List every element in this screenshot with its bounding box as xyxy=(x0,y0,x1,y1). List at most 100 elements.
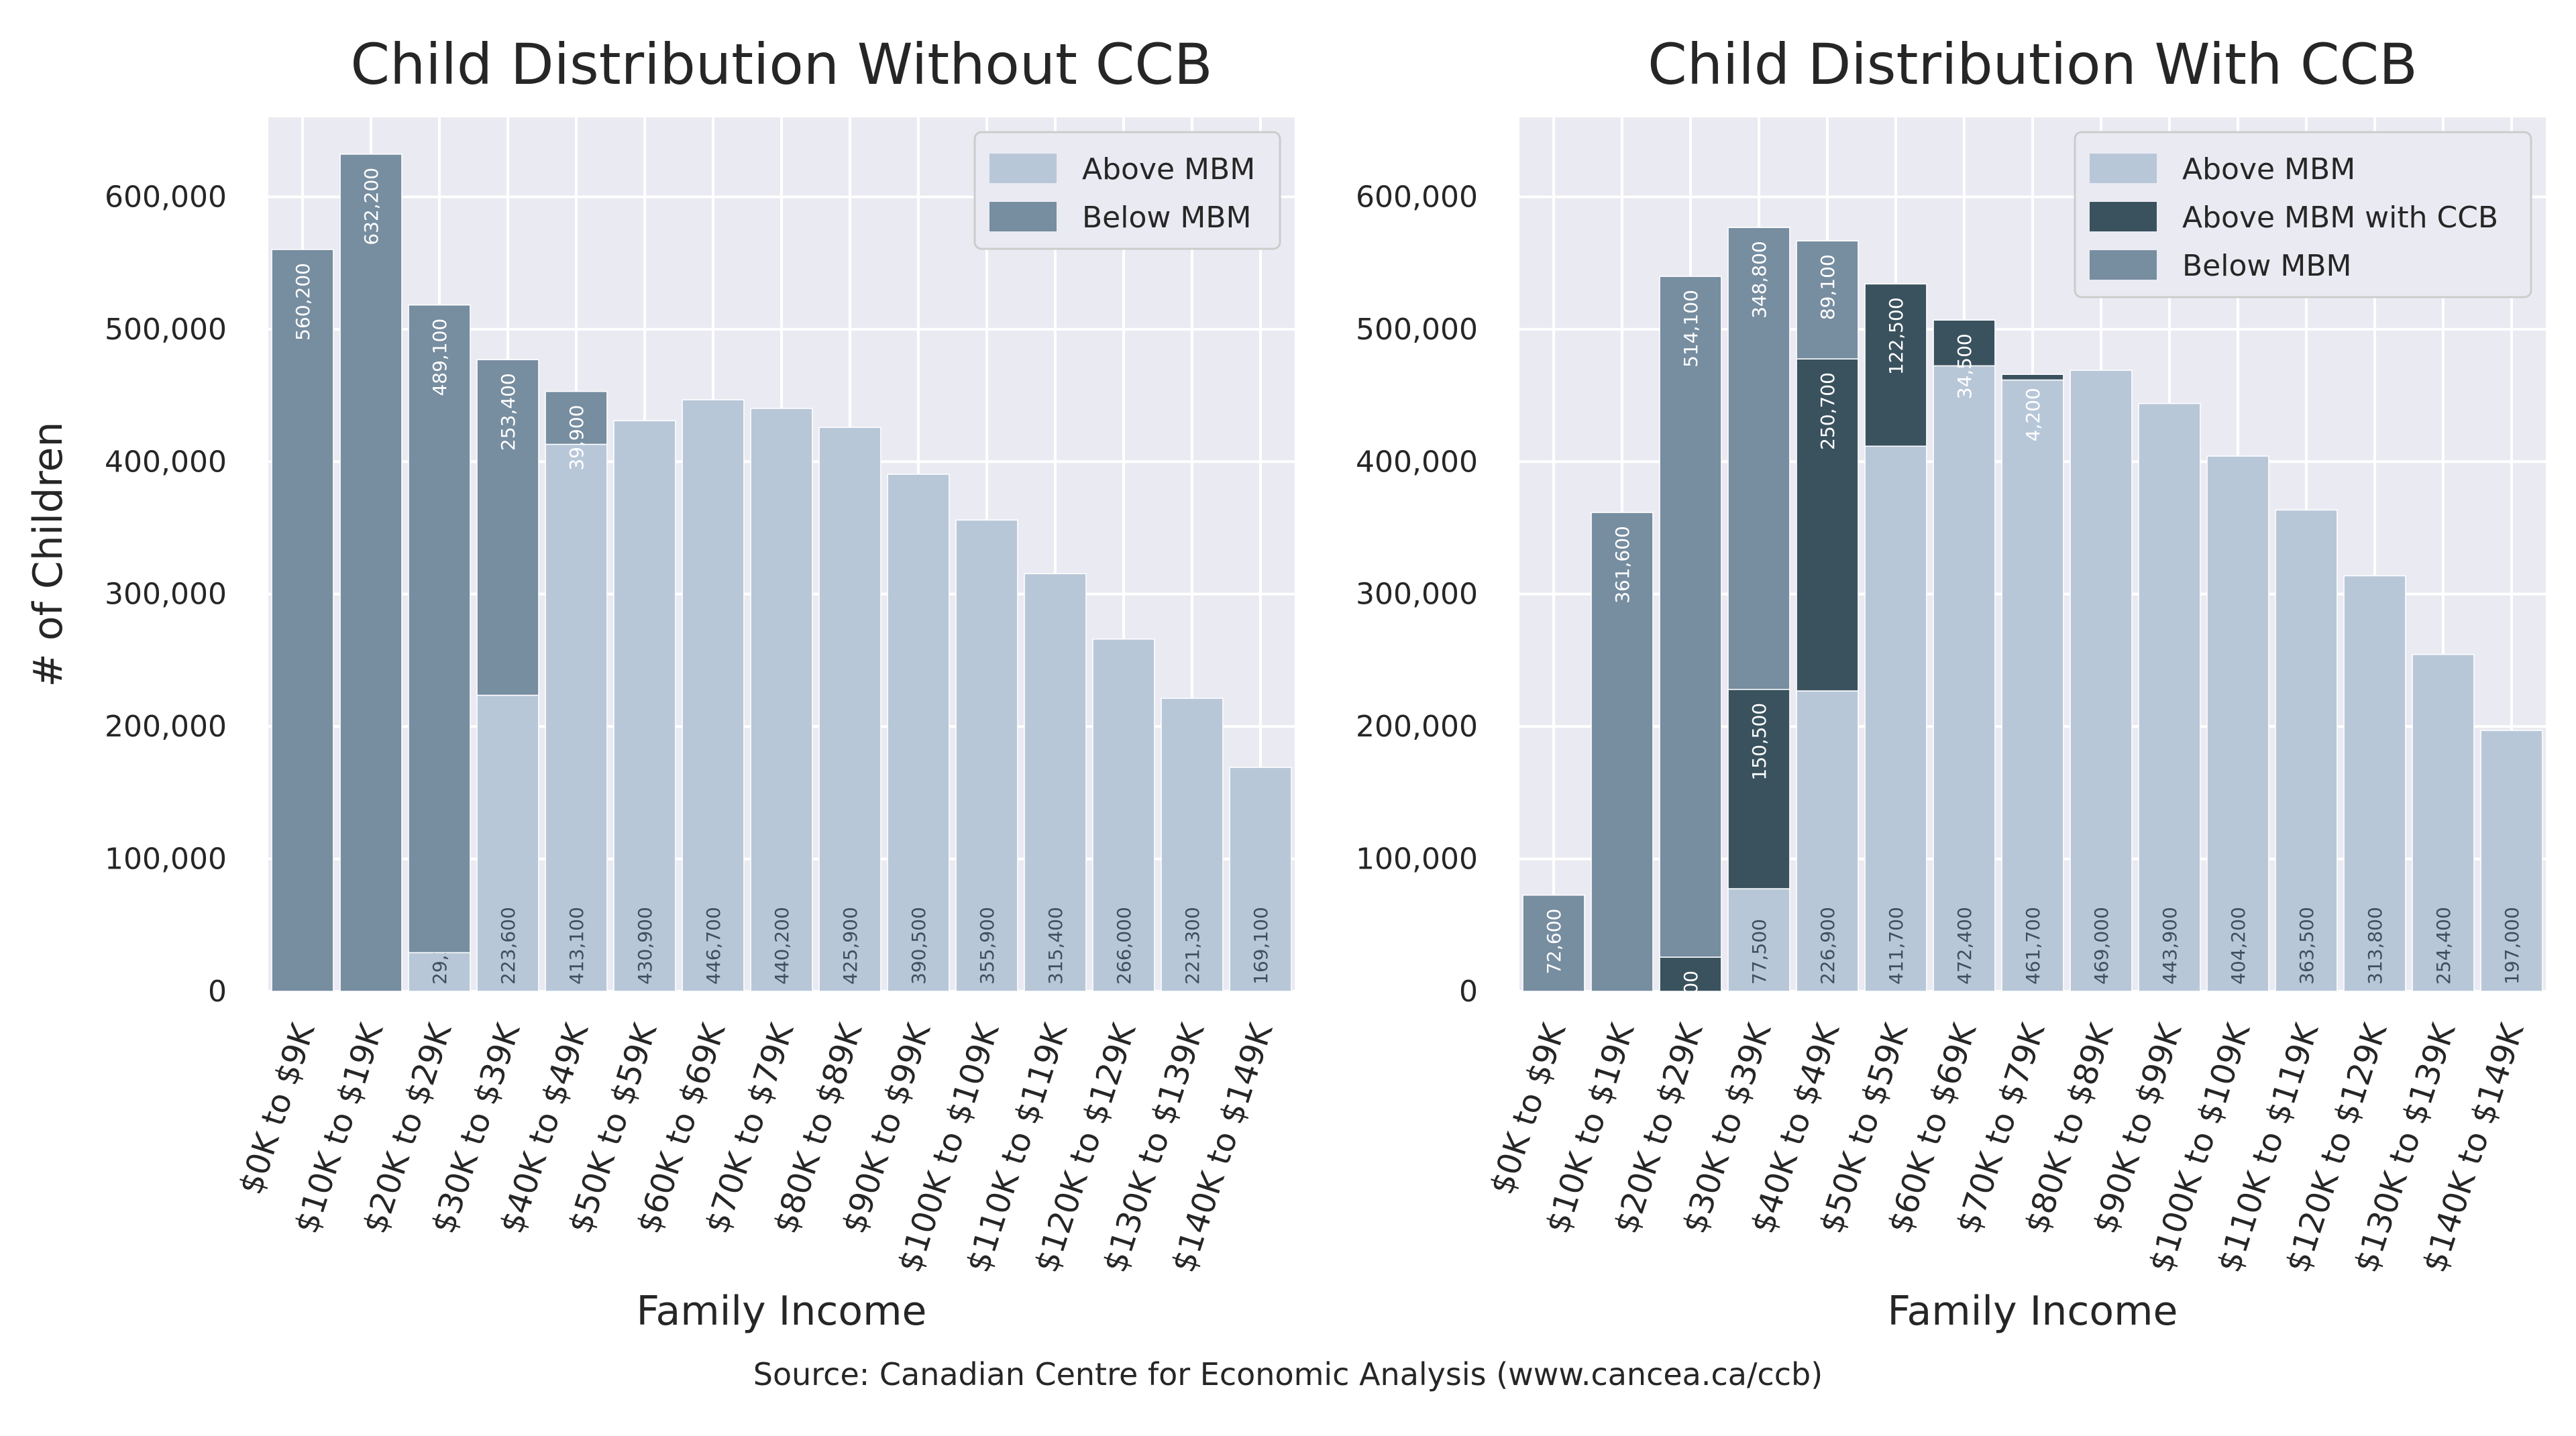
bar-above_ccb xyxy=(1864,283,1927,447)
chart-title: Child Distribution With CCB xyxy=(1648,32,2418,97)
bar-above xyxy=(2412,654,2475,992)
y-tick-label: 500,000 xyxy=(1356,313,1478,347)
data-label: 469,000 xyxy=(2090,907,2112,985)
legend-label: Above MBM xyxy=(2182,152,2355,186)
bar-above xyxy=(1092,639,1155,992)
data-label: 489,100 xyxy=(429,319,451,396)
data-label: 632,200 xyxy=(360,168,382,245)
y-tick-label: 100,000 xyxy=(1356,842,1478,877)
data-label: 266,000 xyxy=(1113,907,1135,985)
y-tick-label: 0 xyxy=(1459,975,1478,1009)
data-label: 348,800 xyxy=(1748,241,1770,319)
legend-box xyxy=(2074,131,2532,298)
data-label: 411,700 xyxy=(1885,907,1907,985)
data-label: 25,800 xyxy=(1680,971,1702,1036)
y-tick-label: 400,000 xyxy=(105,445,227,479)
bar-above xyxy=(1933,365,1996,992)
data-label: 226,900 xyxy=(1817,907,1839,985)
bar-above_ccb xyxy=(1796,358,1859,692)
bar-above xyxy=(2343,575,2406,992)
bar-below xyxy=(1522,894,1585,992)
legend: Above MBM Above MBM with CCB Below MBM xyxy=(2074,131,2532,298)
data-label: 4,200 xyxy=(2022,388,2044,441)
bar-above xyxy=(1864,445,1927,992)
data-label: 253,400 xyxy=(497,373,519,451)
bar-below xyxy=(476,359,539,696)
data-label: 413,100 xyxy=(566,907,588,985)
y-tick-label: 100,000 xyxy=(105,842,227,877)
bar-above xyxy=(2138,402,2201,992)
bar-above_ccb xyxy=(1659,956,1722,992)
legend-swatch-below xyxy=(2090,250,2157,280)
bar-above xyxy=(1024,573,1087,992)
data-label: 223,600 xyxy=(497,907,519,985)
data-label: 461,700 xyxy=(2022,907,2044,985)
data-label: 472,400 xyxy=(1953,907,1976,985)
bar-below xyxy=(1591,512,1654,992)
bar-below xyxy=(339,154,402,992)
data-label: 355,900 xyxy=(976,907,998,985)
bar-above xyxy=(2275,509,2338,992)
bar-above xyxy=(2480,730,2543,992)
bar-below xyxy=(1727,227,1790,690)
bar-above xyxy=(1229,767,1292,992)
bar-above_ccb xyxy=(1933,319,1996,367)
bar-above xyxy=(1161,698,1224,992)
legend-swatch-above_ccb xyxy=(2090,202,2157,231)
bar-above xyxy=(1796,690,1859,992)
data-label: 315,400 xyxy=(1044,907,1067,985)
legend: Above MBM Below MBM xyxy=(973,131,1281,250)
bar-above xyxy=(2001,379,2064,992)
data-label: 250,700 xyxy=(1817,372,1839,450)
legend-label: Below MBM xyxy=(2182,249,2351,283)
data-label: 560,200 xyxy=(292,263,314,341)
data-label: 363,500 xyxy=(2296,907,2318,985)
data-label: 425,900 xyxy=(839,907,861,985)
bar-below xyxy=(408,305,471,954)
x-axis-label: Family Income xyxy=(637,1288,927,1335)
data-label: 89,100 xyxy=(1817,254,1839,320)
legend-label: Above MBM xyxy=(1082,152,1255,186)
legend-swatch-above xyxy=(2090,154,2157,183)
y-tick-label: 500,000 xyxy=(105,313,227,347)
bar-below xyxy=(545,390,608,445)
bar-above xyxy=(750,408,813,992)
y-tick-label: 600,000 xyxy=(105,180,227,214)
y-tick-label: 300,000 xyxy=(105,577,227,612)
bar-above xyxy=(682,399,745,992)
data-label: 221,300 xyxy=(1181,907,1203,985)
legend-label: Above MBM with CCB xyxy=(2182,201,2498,235)
bar-above xyxy=(955,519,1018,992)
y-tick-label: 0 xyxy=(208,975,227,1009)
chart-with-ccb: 0 100,000 200,000 300,000 400,000 500,000 600,… xyxy=(1356,32,2546,1335)
data-label: 390,500 xyxy=(908,907,930,985)
y-tick-label: 600,000 xyxy=(1356,180,1478,214)
data-label: 404,200 xyxy=(2227,907,2249,985)
bar-above xyxy=(545,443,608,992)
data-label: 122,500 xyxy=(1885,297,1907,375)
bar-above xyxy=(476,694,539,992)
bar-below xyxy=(1796,240,1859,360)
data-label: 150,500 xyxy=(1748,703,1770,781)
x-axis-label: Family Income xyxy=(1888,1288,2178,1335)
legend-label: Below MBM xyxy=(1082,201,1251,235)
bar-above xyxy=(613,420,676,992)
bar-above_ccb xyxy=(1727,689,1790,889)
y-axis-label: # of Children xyxy=(25,422,72,687)
data-label: 169,100 xyxy=(1250,907,1272,985)
data-label: 39,900 xyxy=(566,405,588,471)
bar-above xyxy=(887,474,950,992)
legend-swatch-above xyxy=(989,154,1057,183)
data-label: 72,600 xyxy=(1543,909,1565,975)
data-label: 77,500 xyxy=(1748,919,1770,985)
bar-below xyxy=(271,249,334,992)
chart-title: Child Distribution Without CCB xyxy=(350,32,1212,97)
bar-above xyxy=(2206,455,2269,992)
source-note: Source: Canadian Centre for Economic Ana… xyxy=(753,1356,1823,1392)
legend-swatch-below xyxy=(989,202,1057,231)
bar-above xyxy=(2070,370,2133,992)
data-label: 254,400 xyxy=(2432,907,2455,985)
data-label: 313,800 xyxy=(2364,907,2386,985)
data-label: 361,600 xyxy=(1611,526,1633,604)
